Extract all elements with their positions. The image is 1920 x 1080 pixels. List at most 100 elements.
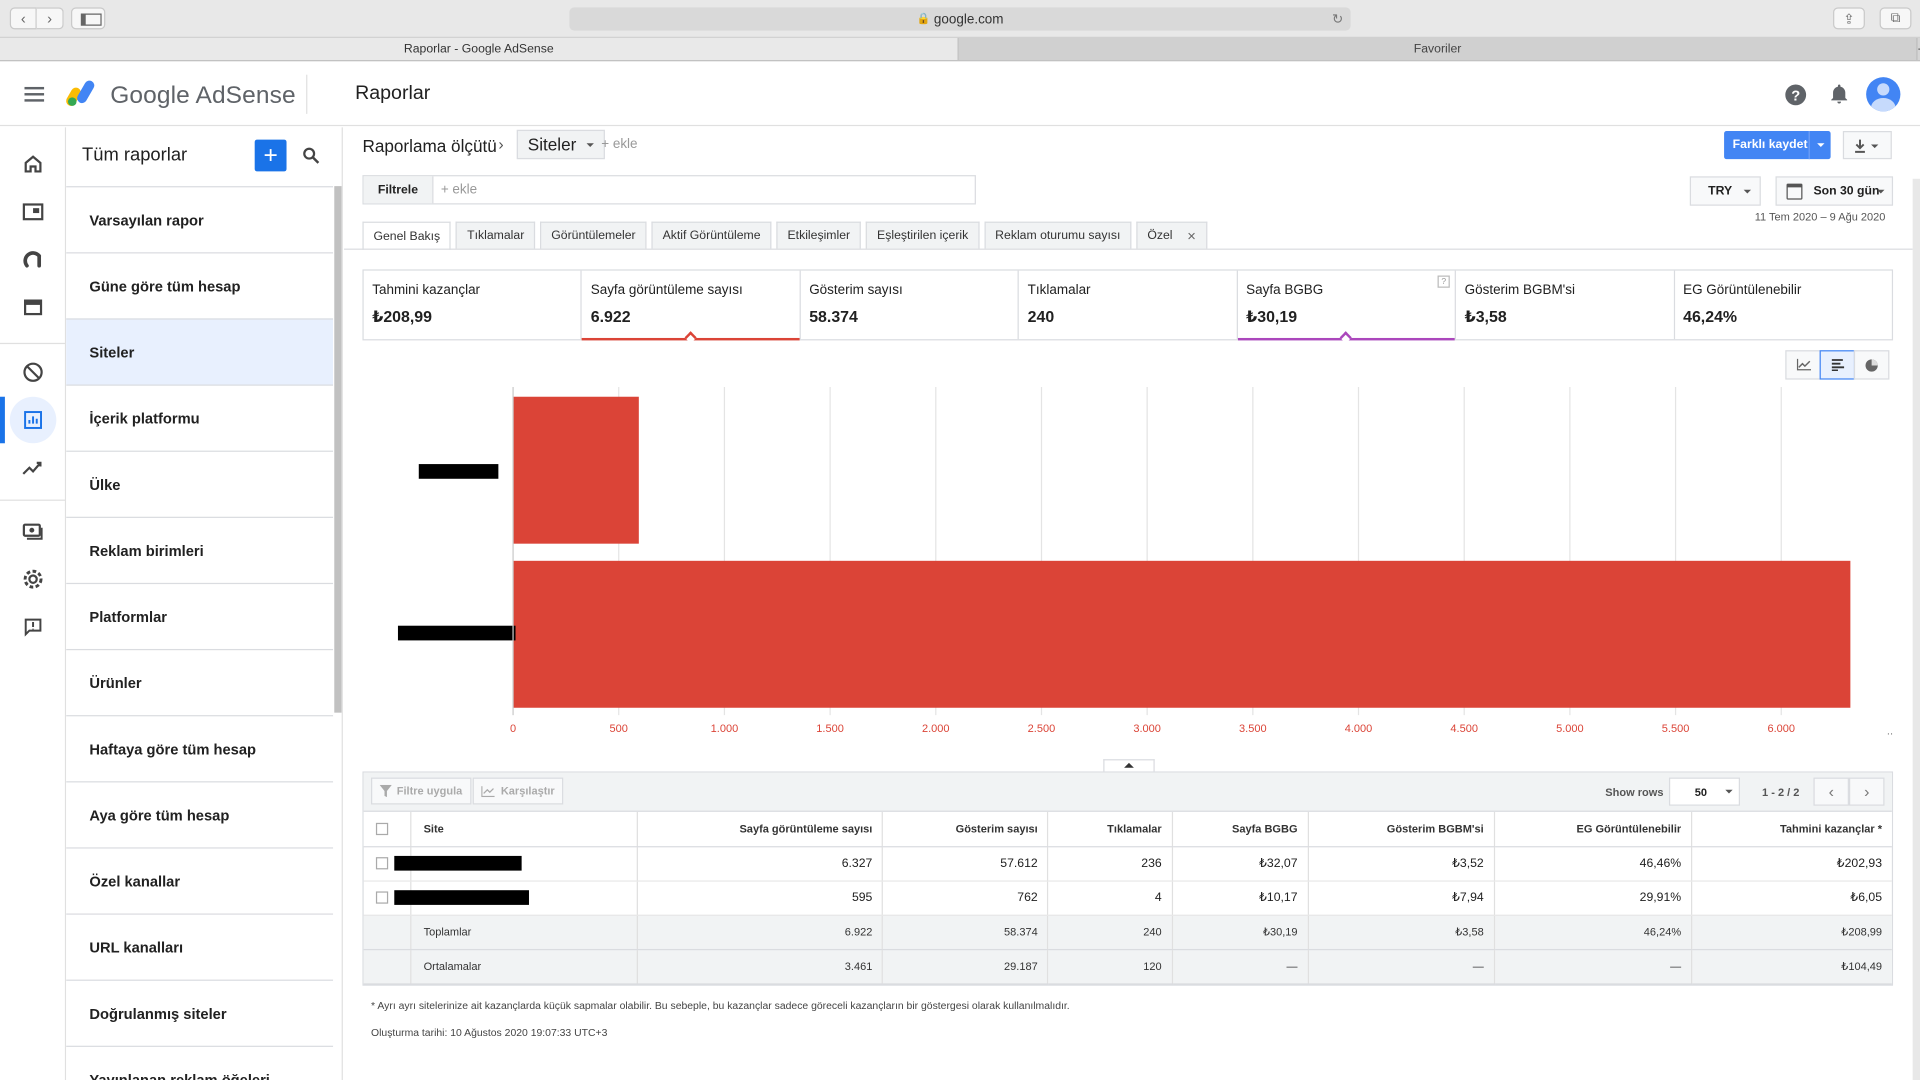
report-list-item[interactable]: Yayınlanan reklam öğeleri (66, 1045, 334, 1080)
add-dimension-link[interactable]: + ekle (601, 137, 638, 152)
column-header[interactable]: Gösterim sayısı (882, 811, 1049, 847)
scorecard[interactable]: Tıklamalar 240 (1019, 270, 1238, 340)
sites-icon[interactable] (17, 291, 49, 323)
currency-select[interactable]: TRY (1689, 176, 1761, 206)
pie-chart-icon[interactable] (1853, 350, 1890, 380)
chevron-right-icon: › (498, 134, 504, 154)
scorecard-label: Sayfa BGBG (1246, 282, 1324, 298)
settings-icon[interactable] (17, 563, 49, 595)
avatar[interactable] (1866, 77, 1901, 112)
save-as-button[interactable]: Farklı kaydet (1724, 131, 1831, 160)
bar[interactable] (513, 396, 639, 544)
column-header[interactable]: Site (410, 811, 639, 847)
row-checkbox[interactable] (375, 856, 389, 870)
line-chart-icon[interactable] (1785, 350, 1821, 380)
tabs-overview-icon[interactable]: ⧉ (1879, 7, 1912, 30)
x-tick-label: 4.500 (1450, 723, 1478, 735)
back-icon[interactable]: ‹ (9, 7, 37, 30)
save-dropdown-icon[interactable] (1808, 131, 1831, 160)
auto-ads-icon[interactable] (17, 244, 49, 276)
next-page-icon[interactable]: › (1848, 777, 1885, 806)
scorecard[interactable]: Gösterim BGBM'si ₺3,58 (1456, 270, 1675, 340)
collapse-chart-toggle[interactable] (1103, 759, 1155, 772)
menu-icon[interactable] (24, 86, 45, 102)
report-tab[interactable]: Görüntülemeler (540, 221, 647, 249)
forward-icon[interactable]: › (36, 7, 64, 30)
column-header[interactable]: Sayfa BGBG (1172, 811, 1309, 847)
report-list-item[interactable]: Özel kanallar (66, 847, 334, 913)
browser-tab-adsense[interactable]: Raporlar - Google AdSense (0, 37, 959, 61)
report-tab[interactable]: Etkileşimler (776, 221, 862, 249)
compare-button[interactable]: Karşılaştır (472, 777, 564, 805)
notifications-icon[interactable] (1829, 83, 1849, 105)
table-toolbar: Filtre uygula Karşılaştır Show rows 50 1… (363, 772, 1892, 812)
report-list-item[interactable]: Reklam birimleri (66, 516, 334, 583)
row-checkbox[interactable] (375, 891, 389, 904)
report-list-item[interactable]: Doğrulanmış siteler (66, 979, 334, 1046)
select-all-checkbox[interactable] (375, 822, 389, 836)
blocking-controls-icon[interactable] (17, 356, 49, 388)
apply-filter-button[interactable]: Filtre uygula (371, 777, 471, 805)
report-list-item[interactable]: Siteler (66, 318, 334, 385)
url-text: google.com (933, 11, 1004, 27)
empty-cell (363, 914, 412, 950)
column-header[interactable]: Gösterim BGBM'si (1307, 811, 1495, 847)
report-tab[interactable]: Genel Bakış (362, 221, 452, 250)
reports-icon[interactable] (17, 404, 49, 436)
report-list-item[interactable]: Haftaya göre tüm hesap (66, 715, 334, 781)
scorecard[interactable]: Sayfa BGBG ₺30,19? (1237, 270, 1457, 344)
previous-page-icon[interactable]: ‹ (1813, 777, 1849, 806)
new-tab-icon[interactable]: + (1918, 38, 1920, 60)
report-list-item[interactable]: Aya göre tüm hesap (66, 781, 334, 847)
optimization-icon[interactable] (17, 452, 49, 484)
sidebar-toggle-icon[interactable] (71, 7, 106, 30)
add-report-button[interactable]: + (254, 139, 287, 172)
scorecard[interactable]: Tahmini kazançlar ₺208,99 (364, 270, 583, 340)
search-icon[interactable] (302, 147, 320, 164)
report-tab[interactable]: Eşleştirilen içerik (866, 221, 980, 249)
reload-icon[interactable]: ↻ (1331, 12, 1344, 27)
browser-tab-favorites[interactable]: Favoriler (958, 37, 1918, 61)
close-icon[interactable]: × (1187, 227, 1196, 245)
feedback-icon[interactable] (17, 611, 49, 643)
table-row[interactable]: 595 762 4 ₺10,17 ₺7,94 29,91% ₺6,05 (363, 880, 1892, 916)
ads-icon[interactable] (17, 196, 49, 228)
report-tab-label: Özel (1147, 228, 1173, 243)
share-icon[interactable]: ⇪ (1833, 7, 1865, 30)
show-rows-select[interactable]: 50 (1668, 777, 1741, 806)
scorecard[interactable]: Gösterim sayısı 58.374 (801, 270, 1020, 340)
report-list-item[interactable]: Ülke (66, 450, 334, 517)
filter-input[interactable]: + ekle (440, 182, 478, 198)
report-list-item[interactable]: Platformlar (66, 582, 334, 649)
report-list-item[interactable]: Varsayılan rapor (66, 186, 334, 252)
report-tab[interactable]: Reklam oturumu sayısı (984, 221, 1132, 249)
report-list-item[interactable]: İçerik platformu (66, 384, 334, 450)
download-button[interactable] (1842, 131, 1892, 160)
report-tab[interactable]: Tıklamalar (456, 221, 536, 249)
column-header[interactable]: Tıklamalar (1048, 811, 1173, 847)
panel-scrollbar[interactable] (334, 186, 342, 713)
bar-chart-icon[interactable] (1819, 350, 1856, 380)
filter-bar[interactable]: Filtrele + ekle (362, 175, 976, 205)
scorecard[interactable]: EG Görüntülenebilir 46,24% (1675, 271, 1892, 340)
report-tab[interactable]: Özel × (1136, 221, 1207, 249)
help-icon[interactable]: ? (1785, 84, 1807, 106)
payments-icon[interactable] (17, 516, 49, 548)
column-header[interactable]: EG Görüntülenebilir (1494, 811, 1693, 847)
column-header[interactable]: Sayfa görüntüleme sayısı (637, 811, 884, 847)
report-list-item[interactable]: URL kanalları (66, 913, 334, 979)
report-tab[interactable]: Aktif Görüntüleme (651, 221, 772, 249)
address-bar[interactable]: 🔒 google.com ↻ (569, 7, 1351, 31)
date-range-select[interactable]: Son 30 gün (1775, 176, 1894, 206)
table-row[interactable]: 6.327 57.612 236 ₺32,07 ₺3,52 46,46% ₺202,93 (363, 846, 1892, 882)
report-list-item[interactable]: Ürünler (66, 648, 334, 715)
scorecard[interactable]: Sayfa görüntüleme sayısı 6.922 (582, 270, 801, 344)
bar[interactable] (513, 560, 1851, 708)
summary-cell: Toplamlar (410, 914, 639, 950)
dimension-select[interactable]: Siteler (516, 129, 605, 160)
report-list-item[interactable]: Güne göre tüm hesap (66, 252, 334, 318)
page-scrollbar[interactable] (1912, 178, 1920, 1080)
home-icon[interactable] (17, 148, 49, 180)
column-header[interactable]: Tahmini kazançlar * (1691, 811, 1892, 847)
help-icon[interactable]: ? (1437, 275, 1450, 288)
